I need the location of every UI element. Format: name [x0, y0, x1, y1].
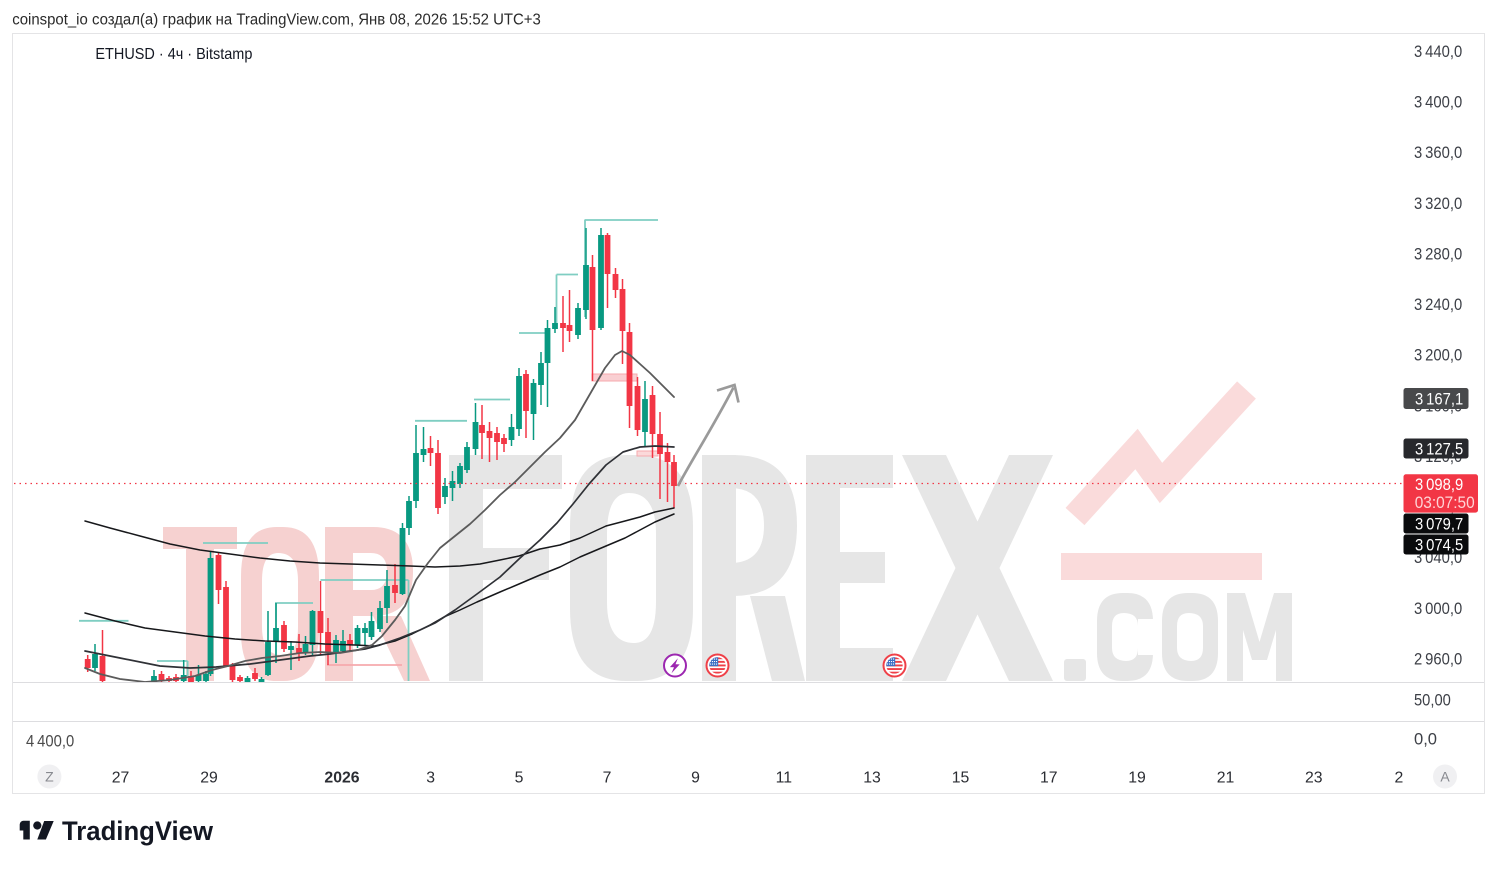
- svg-text:27: 27: [112, 769, 130, 786]
- svg-text:3 280,0: 3 280,0: [1414, 245, 1462, 263]
- svg-text:3 360,0: 3 360,0: [1414, 144, 1462, 162]
- svg-text:3 079,7: 3 079,7: [1415, 515, 1463, 533]
- svg-text:29: 29: [200, 769, 218, 786]
- svg-text:2: 2: [1395, 769, 1404, 786]
- svg-text:3 000,0: 3 000,0: [1414, 600, 1462, 618]
- svg-text:4 400,0: 4 400,0: [26, 733, 74, 751]
- svg-text:3 240,0: 3 240,0: [1414, 296, 1462, 314]
- svg-text:0,0: 0,0: [1414, 730, 1437, 748]
- svg-text:3 127,5: 3 127,5: [1415, 440, 1463, 458]
- svg-text:A: A: [1440, 769, 1450, 785]
- svg-text:03:07:50: 03:07:50: [1415, 494, 1475, 512]
- svg-text:3 200,0: 3 200,0: [1414, 347, 1462, 365]
- svg-text:23: 23: [1305, 769, 1323, 786]
- svg-text:3 098,9: 3 098,9: [1415, 476, 1463, 494]
- svg-text:3 167,1: 3 167,1: [1415, 390, 1463, 408]
- svg-text:7: 7: [603, 769, 612, 786]
- svg-text:5: 5: [515, 769, 524, 786]
- svg-text:3: 3: [426, 769, 435, 786]
- svg-text:3 400,0: 3 400,0: [1414, 94, 1462, 112]
- svg-text:TradingView: TradingView: [62, 816, 213, 846]
- svg-text:9: 9: [691, 769, 700, 786]
- svg-text:19: 19: [1128, 769, 1146, 786]
- svg-text:50,00: 50,00: [1414, 691, 1451, 709]
- svg-text:3 440,0: 3 440,0: [1414, 43, 1462, 61]
- svg-text:2 960,0: 2 960,0: [1414, 651, 1462, 669]
- svg-text:2026: 2026: [324, 769, 359, 786]
- svg-text:3 074,5: 3 074,5: [1415, 536, 1463, 554]
- svg-text:21: 21: [1217, 769, 1235, 786]
- svg-text:Z: Z: [45, 769, 54, 785]
- svg-text:coinspot_io создал(а) график н: coinspot_io создал(а) график на TradingV…: [12, 11, 541, 28]
- svg-text:3 320,0: 3 320,0: [1414, 195, 1462, 213]
- svg-text:13: 13: [863, 769, 881, 786]
- svg-text:17: 17: [1040, 769, 1058, 786]
- svg-text:11: 11: [776, 769, 793, 786]
- svg-text:ETHUSD · 4ч · Bitstamp: ETHUSD · 4ч · Bitstamp: [95, 46, 252, 63]
- svg-text:15: 15: [952, 769, 970, 786]
